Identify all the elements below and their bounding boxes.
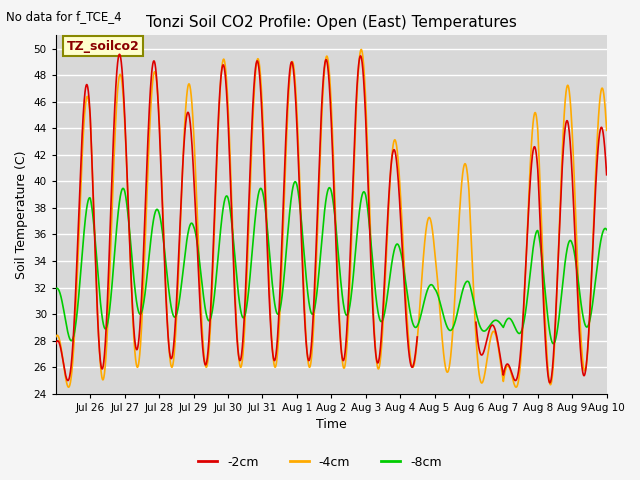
Text: TZ_soilco2: TZ_soilco2 <box>67 40 140 53</box>
Y-axis label: Soil Temperature (C): Soil Temperature (C) <box>15 150 28 279</box>
Title: Tonzi Soil CO2 Profile: Open (East) Temperatures: Tonzi Soil CO2 Profile: Open (East) Temp… <box>146 15 516 30</box>
Text: No data for f_TCE_4: No data for f_TCE_4 <box>6 10 122 23</box>
Legend: -2cm, -4cm, -8cm: -2cm, -4cm, -8cm <box>193 451 447 474</box>
X-axis label: Time: Time <box>316 419 347 432</box>
